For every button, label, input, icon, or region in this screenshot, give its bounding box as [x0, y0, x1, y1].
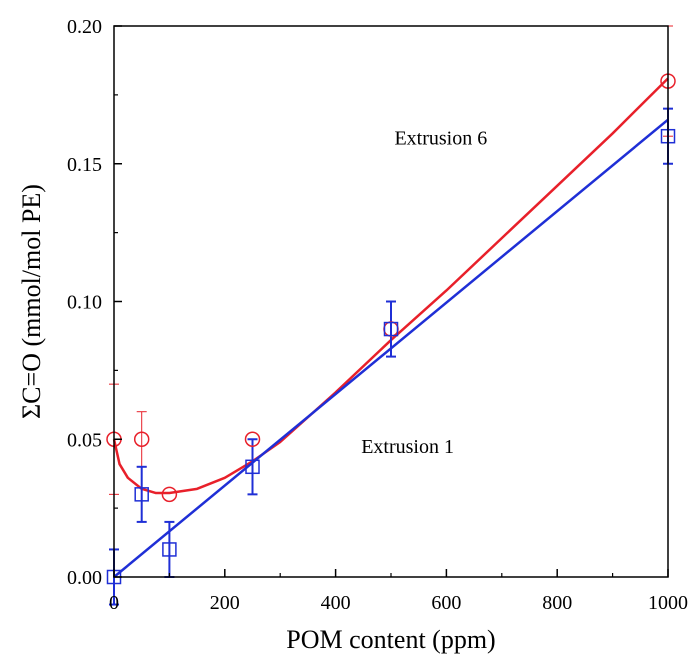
x-axis-title: POM content (ppm) [286, 625, 495, 654]
annotation-label: Extrusion 1 [361, 436, 454, 458]
annotations: Extrusion 6 Extrusion 1 [361, 127, 487, 458]
extrusion-6-point [133, 431, 150, 447]
y-tick-label: 0.20 [67, 16, 102, 38]
x-tick-label: 1000 [648, 592, 688, 614]
x-tick-label: 400 [321, 592, 351, 614]
extrusion-1-point [162, 542, 177, 557]
extrusion-6-point [244, 431, 261, 447]
x-tick-label: 0 [109, 592, 119, 614]
extrusion-6-fit-line [112, 77, 669, 495]
x-tick-label: 800 [542, 592, 572, 614]
axis-ticks [113, 25, 669, 578]
annotation-label: Extrusion 6 [394, 127, 487, 149]
extrusion-1-point [245, 459, 260, 475]
extrusion-1-point [383, 321, 399, 337]
y-axis-title: ΣC=O (mmol/mol PE) [17, 184, 46, 419]
error-bars [109, 25, 673, 606]
extrusion-6-point [161, 486, 178, 503]
y-tick-label: 0.15 [67, 154, 102, 176]
extrusion-1-point [134, 487, 149, 502]
y-tick-label: 0.10 [67, 292, 102, 314]
x-tick-label: 200 [210, 592, 240, 614]
tick-labels: 0 200 400 600 800 1000 0.00 0.05 0.10 0.15 0.20 [67, 16, 688, 614]
y-tick-label: 0.05 [67, 429, 102, 451]
y-tick-label: 0.00 [67, 567, 102, 589]
x-tick-label: 600 [431, 592, 461, 614]
